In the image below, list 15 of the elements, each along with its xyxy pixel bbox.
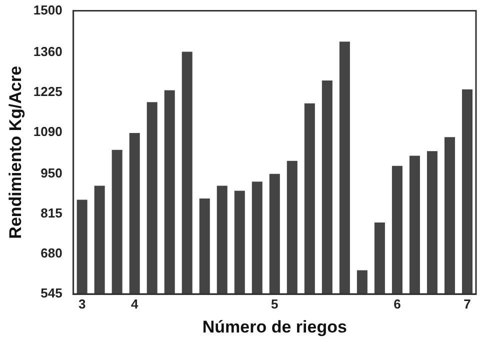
y-axis-title: Rendimiento Kg/Acre [6,66,25,239]
y-tick-label: 950 [40,165,62,180]
x-tick-label: 7 [464,296,471,312]
x-tick-label: 5 [271,296,278,312]
x-tick-label: 3 [78,296,86,312]
y-tick-label: 1500 [33,2,62,18]
y-tick-label: 1360 [33,44,62,59]
y-tick-label: 1225 [33,84,62,99]
y-tick-label: 1090 [33,124,62,139]
y-tick-label: 545 [40,286,62,301]
x-tick-label: 4 [130,296,139,312]
y-tick-label: 680 [40,246,62,261]
y-tick-label: 815 [40,206,62,221]
x-axis-title: Número de riegos [202,317,347,336]
x-tick-label: 6 [394,296,401,312]
